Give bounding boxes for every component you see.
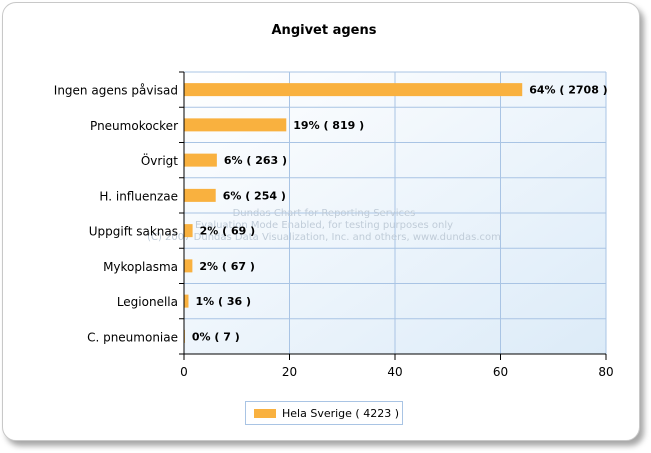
bar-3 <box>184 188 216 202</box>
watermark: Dundas Chart for Reporting ServicesEvalu… <box>147 208 501 243</box>
bar-2 <box>184 153 217 167</box>
category-label-2: Övrigt <box>141 152 178 168</box>
x-tick-label-2: 40 <box>387 365 402 379</box>
data-labels: 64% ( 2708 ) 19% ( 819 ) 6% ( 263 ) 6% ( 25… <box>192 84 608 344</box>
category-label-4: Uppgift saknas <box>89 225 178 239</box>
category-label-5: Mykoplasma <box>103 260 178 274</box>
bar-6 <box>184 294 189 308</box>
tick-labels: 0 20 40 60 80 <box>180 365 613 379</box>
data-label-7: 0% ( 7 ) <box>192 330 240 343</box>
chart-title: Angivet agens <box>272 23 377 38</box>
watermark-line: (C) 2007 Dundas Data Visualization, Inc.… <box>147 232 501 243</box>
data-label-5: 2% ( 67 ) <box>199 260 255 273</box>
category-label-3: H. influenzae <box>99 189 178 203</box>
legend: Hela Sverige ( 4223 ) <box>245 401 403 425</box>
x-tick-label-3: 60 <box>493 365 508 379</box>
x-tick-label-0: 0 <box>180 365 188 379</box>
bars <box>184 83 523 343</box>
data-label-0: 64% ( 2708 ) <box>529 84 608 97</box>
category-label-7: C. pneumoniae <box>87 330 178 344</box>
legend-swatch <box>254 408 276 418</box>
legend-label: Hela Sverige ( 4223 ) <box>282 406 399 420</box>
x-tick-label-1: 20 <box>282 365 297 379</box>
x-tick-label-4: 80 <box>598 365 613 379</box>
watermark-line: Evaluation Mode Enabled, for testing pur… <box>195 220 453 231</box>
data-label-3: 6% ( 254 ) <box>223 189 286 202</box>
bar-1 <box>184 118 287 132</box>
bar-5 <box>184 259 193 273</box>
data-label-1: 19% ( 819 ) <box>293 119 364 132</box>
data-label-6: 1% ( 36 ) <box>195 295 251 308</box>
category-label-6: Legionella <box>117 295 178 309</box>
category-labels: Ingen agens påvisad Pneumokocker Övrigt H. … <box>54 84 179 345</box>
bar-4 <box>184 224 193 238</box>
category-label-0: Ingen agens påvisad <box>54 84 178 98</box>
category-label-1: Pneumokocker <box>90 119 178 133</box>
bar-0 <box>184 83 523 97</box>
data-label-2: 6% ( 263 ) <box>224 154 287 167</box>
data-label-4: 2% ( 69 ) <box>200 225 256 238</box>
gridlines <box>184 71 607 355</box>
watermark-line: Dundas Chart for Reporting Services <box>233 208 416 219</box>
axes <box>179 71 607 360</box>
